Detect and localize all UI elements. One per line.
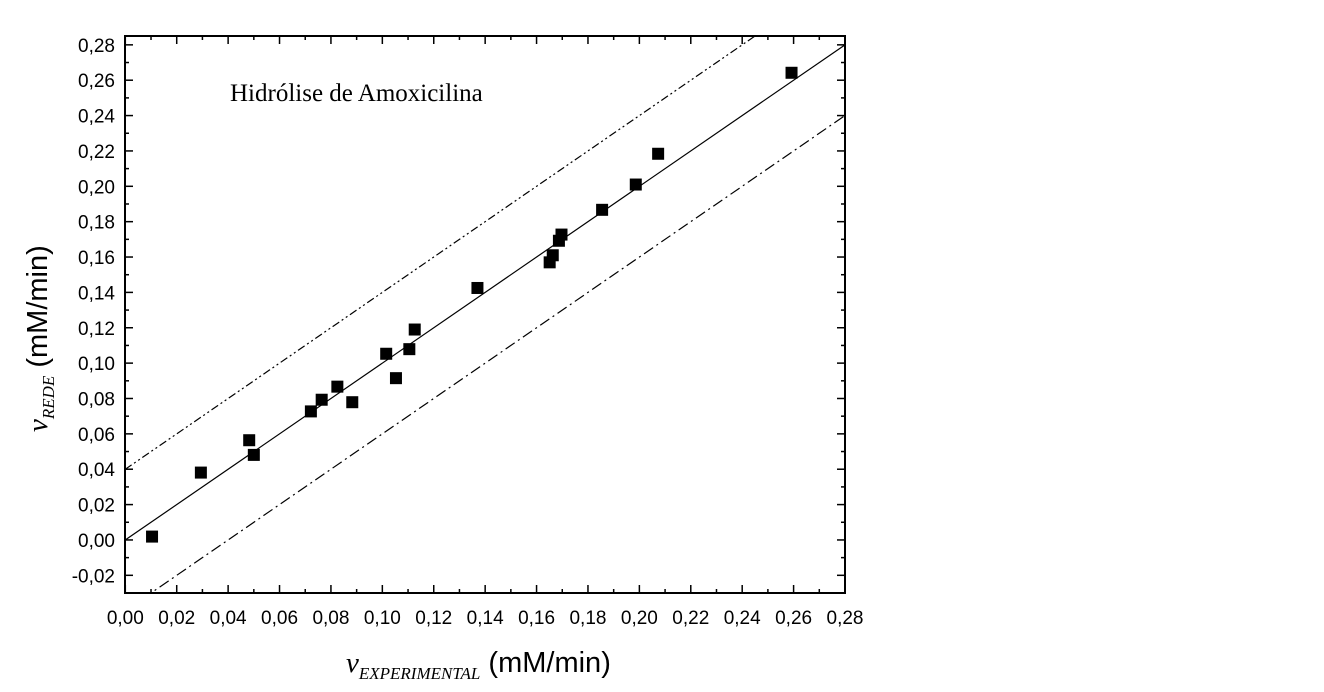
x-tick-label: 0,06 xyxy=(261,608,298,629)
data-point xyxy=(785,66,798,79)
data-point xyxy=(596,203,609,216)
data-point xyxy=(629,178,642,191)
data-point xyxy=(555,228,568,241)
x-tick-label: 0,12 xyxy=(415,608,452,629)
data-point xyxy=(346,396,359,409)
data-point xyxy=(652,147,665,160)
y-tick-label: 0,26 xyxy=(78,71,115,92)
x-tick-label: 0,14 xyxy=(467,608,504,629)
x-tick-label: 0,18 xyxy=(569,608,606,629)
y-tick-label: 0,08 xyxy=(78,389,115,410)
y-tick-label: 0,14 xyxy=(78,283,115,304)
y-tick-label: 0,20 xyxy=(78,177,115,198)
data-point xyxy=(403,343,416,356)
data-point xyxy=(304,405,317,418)
y-tick-label: 0,18 xyxy=(78,213,115,234)
y-tick-label: 0,24 xyxy=(78,107,115,128)
y-tick-label: 0,04 xyxy=(78,460,115,481)
y-axis-label: vREDE (mM/min) xyxy=(22,245,58,432)
y-tick-label: 0,12 xyxy=(78,319,115,340)
data-point xyxy=(247,448,260,461)
data-point xyxy=(331,380,344,393)
x-tick-label: 0,04 xyxy=(210,608,247,629)
plot-frame xyxy=(124,35,846,594)
data-point xyxy=(546,249,559,262)
y-tick-label: 0,28 xyxy=(78,36,115,57)
x-tick-label: 0,10 xyxy=(364,608,401,629)
data-point xyxy=(408,323,421,336)
x-tick-label: 0,26 xyxy=(775,608,812,629)
reference-line-solid xyxy=(125,44,845,541)
x-tick-label: 0,00 xyxy=(107,608,144,629)
y-tick-label: 0,00 xyxy=(78,531,115,552)
x-tick-label: 0,08 xyxy=(312,608,349,629)
y-tick-label: 0,06 xyxy=(78,425,115,446)
data-point xyxy=(315,393,328,406)
data-point xyxy=(194,466,207,479)
y-tick-label: 0,22 xyxy=(78,142,115,163)
x-tick-label: 0,20 xyxy=(621,608,658,629)
x-tick-label: 0,22 xyxy=(672,608,709,629)
reference-line-dash-dot xyxy=(149,115,845,593)
x-tick-label: 0,02 xyxy=(158,608,195,629)
y-tick-label: -0,02 xyxy=(72,566,115,587)
x-tick-label: 0,16 xyxy=(518,608,555,629)
y-tick-label: 0,10 xyxy=(78,354,115,375)
x-tick-label: 0,24 xyxy=(724,608,761,629)
x-axis-label: vEXPERIMENTAL (mM/min) xyxy=(346,647,611,683)
data-point xyxy=(380,347,393,360)
y-tick-label: 0,16 xyxy=(78,248,115,269)
data-point xyxy=(243,434,256,447)
data-point xyxy=(471,281,484,294)
data-point xyxy=(389,372,402,385)
chart-title: Hidrólise de Amoxicilina xyxy=(230,80,483,107)
y-tick-label: 0,02 xyxy=(78,496,115,517)
reference-line-dash-dot-dot xyxy=(125,36,757,470)
x-tick-label: 0,28 xyxy=(827,608,864,629)
data-point xyxy=(146,530,159,543)
